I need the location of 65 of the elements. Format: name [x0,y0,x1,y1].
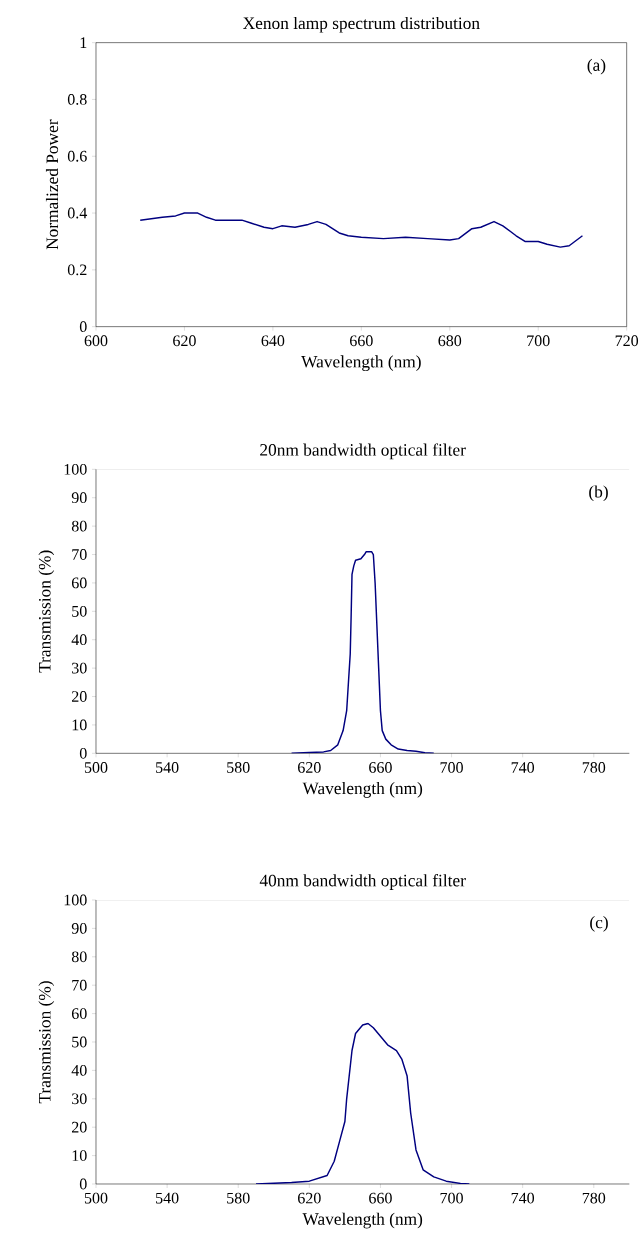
y-tick-label: 0.8 [67,94,87,105]
y-tick-label: 70 [72,549,87,560]
y-tick-label: 50 [72,1036,87,1048]
y-tick-label: 30 [72,1093,87,1105]
y-tick-label: 20 [71,1121,87,1133]
y-tick-label: 100 [64,463,87,475]
x-tick-label: 660 [369,1192,392,1204]
x-tick-label: 640 [261,335,285,347]
x-tick-label: 780 [582,1192,606,1204]
x-tick-label: 620 [173,335,196,347]
x-tick-label: 700 [527,335,550,347]
x-tick-label: 660 [369,762,392,773]
x-tick-label: 700 [440,762,463,773]
y-axis-title: Transmission (%) [38,550,55,673]
y-tick-label: 10 [72,719,87,731]
x-tick-label: 540 [155,762,179,773]
y-tick-label: 60 [71,577,87,589]
line-series [139,212,584,248]
y-tick-label: 10 [72,1150,87,1161]
x-tick-label: 780 [582,762,606,773]
y-tick-label: 50 [72,605,87,617]
y-tick-label: 90 [71,923,87,934]
x-axis-title: Wavelength (nm) [302,781,423,798]
x-tick-label: 740 [511,762,535,773]
y-tick-label: 0.4 [67,207,87,219]
chart-title: Xenon lamp spectrum distribution [243,16,480,33]
y-tick-label: 90 [71,492,87,504]
y-tick-label: 100 [64,894,87,906]
y-tick-label: 0.2 [67,264,87,276]
chart-title: 40nm bandwidth optical filter [259,874,466,890]
y-axis-title: Transmission (%) [38,981,55,1104]
x-tick-label: 540 [155,1192,179,1204]
x-tick-label: 620 [297,762,321,773]
y-tick-label: 1 [80,37,87,48]
y-tick-label: 20 [71,691,87,702]
x-tick-label: 500 [84,1192,108,1204]
x-tick-label: 660 [349,335,373,347]
annotation: (a) [587,58,606,75]
y-tick-label: 0.6 [67,150,87,162]
x-axis-title: Wavelength (nm) [302,1212,423,1229]
annotation: (b) [589,485,608,502]
line-series [255,1022,471,1184]
x-tick-label: 740 [511,1192,535,1204]
x-tick-label: 500 [84,762,108,773]
y-axis-title: Normalized Power [45,119,59,250]
annotation: (c) [590,916,608,932]
x-tick-label: 580 [227,762,250,773]
x-tick-label: 680 [438,335,462,347]
y-tick-label: 40 [71,1065,87,1076]
x-tick-label: 580 [227,1192,250,1204]
y-tick-label: 40 [71,634,87,646]
chart-title: 20nm bandwidth optical filter [260,443,466,460]
x-tick-label: 720 [615,335,639,347]
x-tick-label: 620 [297,1192,321,1204]
y-tick-label: 0 [79,747,87,759]
y-tick-label: 0 [79,321,87,333]
x-tick-label: 600 [84,335,108,347]
y-tick-label: 80 [71,951,87,963]
y-tick-label: 30 [72,662,87,674]
y-tick-label: 60 [71,1008,87,1019]
x-axis-title: Wavelength (nm) [301,355,421,372]
y-tick-label: 80 [71,520,87,532]
y-tick-label: 70 [72,979,87,991]
y-tick-label: 0 [79,1178,87,1190]
x-tick-label: 700 [440,1192,463,1204]
